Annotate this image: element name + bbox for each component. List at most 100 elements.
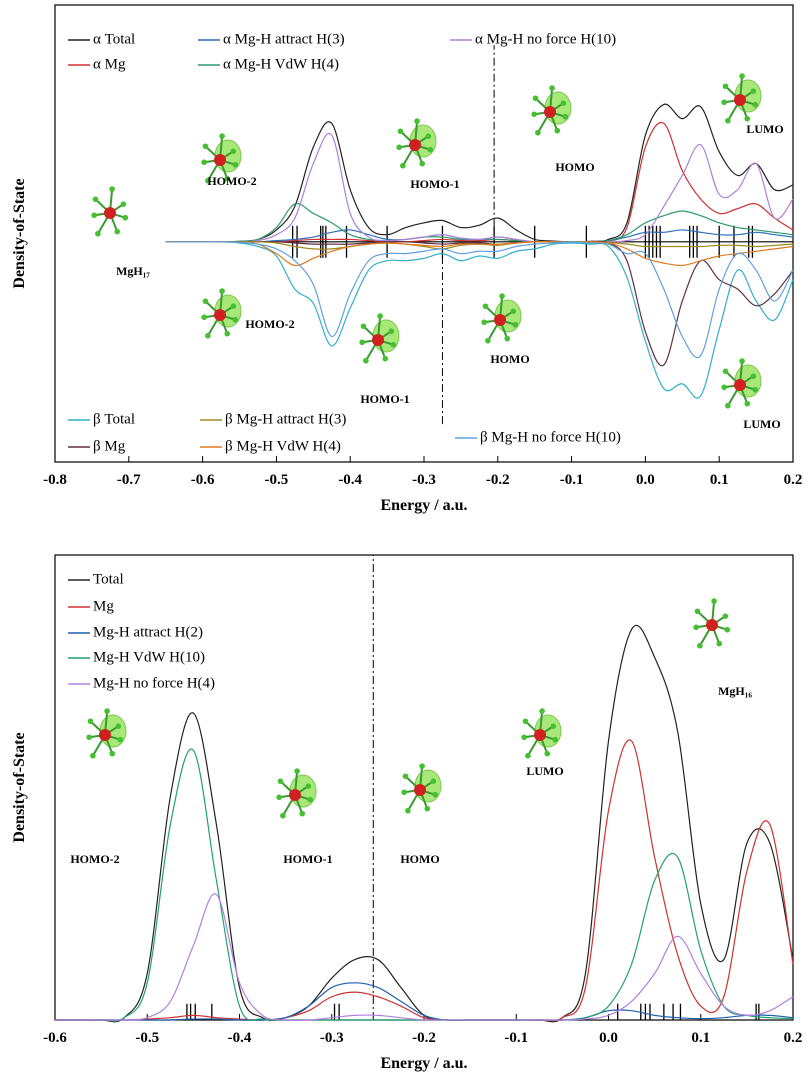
hydrogen [231, 148, 237, 154]
x-tick-label: -0.6 [43, 1030, 67, 1046]
x-tick-label: -0.3 [412, 472, 436, 488]
hydrogen [91, 212, 97, 218]
y-axis-label: Density-of-State [11, 178, 28, 288]
hydrogen [549, 85, 555, 91]
hydrogen [739, 358, 745, 364]
hydrogen [201, 159, 207, 165]
magnesium [104, 207, 116, 219]
x-axis-label: Energy / a.u. [380, 1055, 467, 1072]
x-tick-label: -0.1 [504, 1030, 528, 1046]
dos-curve [166, 241, 793, 365]
legend-label: Mg-H VdW H(10) [93, 649, 205, 665]
hydrogen [278, 778, 284, 784]
hydrogen [723, 368, 729, 374]
hydrogen [716, 641, 722, 647]
hydrogen [523, 718, 529, 724]
hydrogen [390, 342, 396, 348]
hydrogen [554, 128, 560, 134]
hydrogen [280, 813, 286, 819]
magnesium [99, 729, 111, 741]
hydrogen [205, 333, 211, 339]
hydrogen [721, 384, 727, 390]
x-tick-label: -0.2 [486, 472, 510, 488]
hydrogen [104, 708, 110, 714]
legend-label: Total [93, 571, 124, 587]
hydrogen [511, 308, 517, 314]
legend-label: α Total [93, 31, 135, 47]
hydrogen [697, 643, 703, 649]
hydrogen [219, 133, 225, 139]
orbital-label: LUMO [526, 764, 563, 778]
hydrogen [432, 792, 438, 798]
hydrogen [535, 130, 541, 136]
hydrogen [693, 624, 699, 630]
orbital-label: LUMO [746, 122, 783, 136]
hydrogen [414, 118, 420, 124]
legend-label: β Mg-H no force H(10) [480, 429, 621, 445]
hydrogen [481, 319, 487, 325]
hydrogen [721, 99, 727, 105]
dos-curve [166, 104, 793, 242]
legend-label: β Mg [93, 438, 126, 454]
magnesium [544, 106, 556, 118]
chart-panel: -0.6-0.5-0.4-0.3-0.2-0.10.00.10.2Energy … [11, 555, 802, 1072]
hydrogen [109, 186, 115, 192]
x-tick-label: 0.1 [691, 1030, 710, 1046]
dos-curve [166, 123, 793, 243]
hydrogen [86, 734, 92, 740]
hydrogen [359, 339, 365, 345]
dos-curve [166, 203, 793, 241]
legend-label: Mg [93, 598, 114, 614]
hydrogen [122, 215, 128, 221]
hydrogen [398, 128, 404, 134]
orbital-label: HOMO-1 [410, 177, 459, 191]
hydrogen [424, 806, 430, 812]
x-axis-label: Energy / a.u. [380, 497, 467, 514]
legend-label: β Mg-H attract H(3) [225, 411, 346, 427]
hydrogen [363, 358, 369, 364]
hydrogen [751, 373, 757, 379]
x-tick-label: 0.0 [636, 472, 655, 488]
legend-label: β Total [93, 411, 135, 427]
x-tick-label: -0.7 [117, 472, 141, 488]
orbital-label: MgH₁₇ [116, 264, 150, 278]
hydrogen [711, 598, 717, 604]
hydrogen [400, 163, 406, 169]
hydrogen [117, 737, 123, 743]
hydrogen [531, 111, 537, 117]
hydrogen [306, 783, 312, 789]
legend-label: α Mg-H no force H(10) [475, 31, 616, 47]
hydrogen [203, 298, 209, 304]
hydrogen [725, 118, 731, 124]
hydrogen [751, 88, 757, 94]
hydrogen [539, 708, 545, 714]
hydrogen [219, 288, 225, 294]
magnesium [734, 379, 746, 391]
orbital-label: MgH₁₆ [718, 684, 752, 698]
orbital-label: HOMO-1 [283, 852, 332, 866]
hydrogen [504, 336, 510, 342]
legend-label: Mg-H attract H(2) [93, 624, 203, 640]
magnesium [372, 334, 384, 346]
magnesium [734, 94, 746, 106]
hydrogen [752, 102, 758, 108]
orbital-label: LUMO [743, 417, 780, 431]
hydrogen [276, 794, 282, 800]
hydrogen [299, 811, 305, 817]
hydrogen [232, 162, 238, 168]
x-tick-label: -0.8 [43, 472, 67, 488]
hydrogen [551, 723, 557, 729]
hydrogen [90, 753, 96, 759]
hydrogen [401, 789, 407, 795]
magnesium [409, 139, 421, 151]
hydrogen [307, 797, 313, 803]
hydrogen [744, 116, 750, 122]
dos-curve [55, 983, 793, 1021]
hydrogen [552, 737, 558, 743]
hydrogen [695, 608, 701, 614]
dos-curve [166, 242, 793, 358]
dos-curve [55, 894, 793, 1021]
hydrogen [396, 144, 402, 150]
magnesium [214, 309, 226, 321]
